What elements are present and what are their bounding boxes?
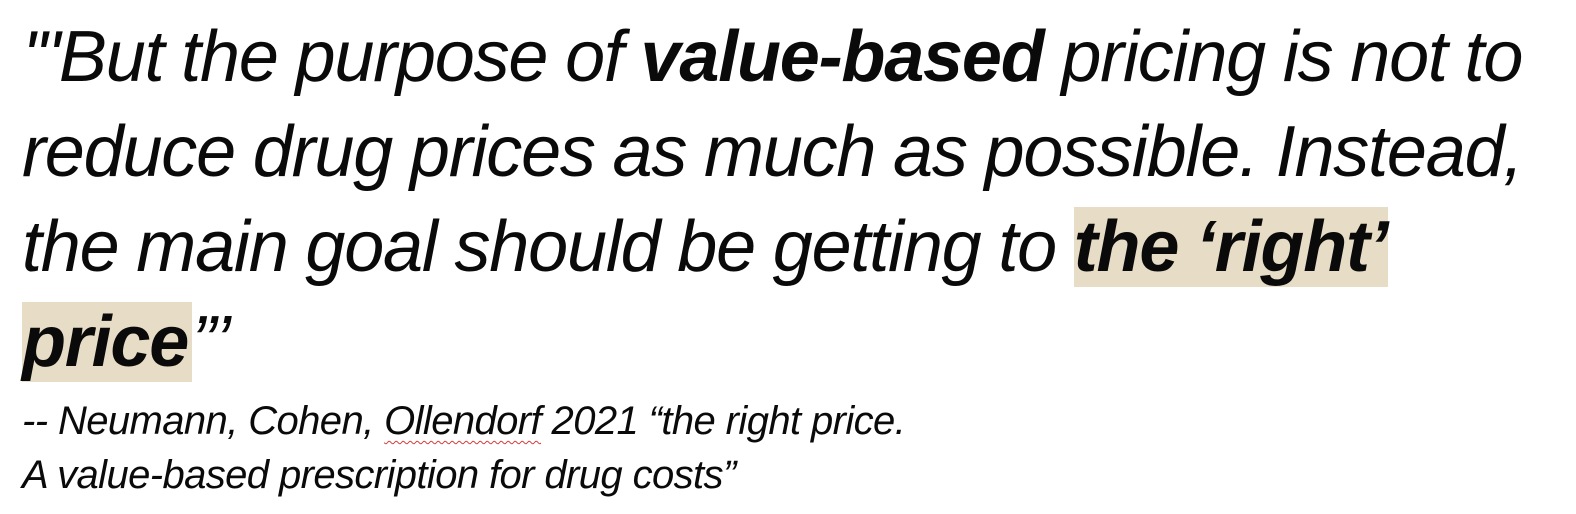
citation-line-2: A value-based prescription for drug cost…: [22, 453, 736, 497]
quote-open-marks: '": [22, 17, 60, 97]
citation-authors: -- Neumann, Cohen,: [22, 399, 385, 443]
citation-year-title: 2021 “the right price.: [541, 399, 906, 443]
quote-citation: -- Neumann, Cohen, Ollendorf 2021 “the r…: [22, 394, 1556, 502]
quote-close-marks: ”’: [192, 302, 231, 382]
quote-emphasis-value-based: value-based: [640, 17, 1045, 97]
quote-text-part2: pricing is not to reduce drug prices as …: [22, 17, 1523, 287]
citation-line-1: -- Neumann, Cohen, Ollendorf 2021 “the r…: [22, 394, 1556, 448]
citation-flagged-word[interactable]: Ollendorf: [384, 399, 542, 443]
quote-text-part1: But the purpose of: [58, 17, 641, 97]
pull-quote: '"But the purpose of value-based pricing…: [22, 10, 1556, 390]
